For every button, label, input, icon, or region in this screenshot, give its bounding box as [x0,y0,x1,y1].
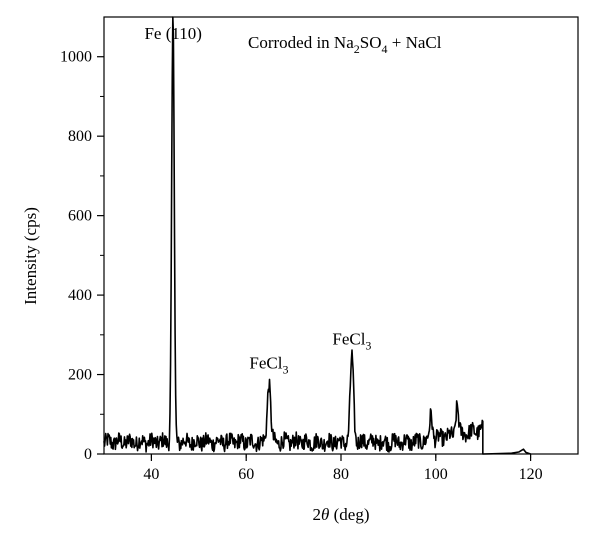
annotation-fecl3-65-base: FeCl [249,353,282,372]
y-tick-label-0: 0 [84,446,92,463]
x-tick-label-120: 120 [519,466,543,483]
y-tick-label-200: 200 [68,367,92,384]
legend-part-4: + NaCl [388,33,442,52]
legend-part-1: 2 [354,42,360,56]
annotation-fe110: Fe (110) [144,24,201,43]
labels: Intensity (cps) 2θ (deg) [21,207,369,524]
y-tick-label-400: 400 [68,287,92,304]
x-tick-label-100: 100 [424,466,448,483]
x-axis-label-symbol: θ [321,505,329,524]
annotation-fecl3-65: FeCl3 [249,353,288,376]
y-axis-label: Intensity (cps) [21,207,40,305]
legend-part-3: 4 [382,42,388,56]
x-axis-label-suffix: (deg) [329,505,369,524]
x-tick-label-60: 60 [238,466,254,483]
y-tick-label-1000: 1000 [60,49,92,66]
annotation-fecl3-65-sub: 3 [282,362,288,376]
x-tick-label-40: 40 [143,466,159,483]
annotation-fecl3-82-base: FeCl [332,330,365,349]
annotation-fecl3-82: FeCl3 [332,330,371,353]
legend-part-0: Corroded in Na [248,33,354,52]
legend: Corroded in Na2SO4 + NaCl [248,33,442,56]
x-tick-label-80: 80 [333,466,349,483]
annotation-fecl3-82-sub: 3 [365,339,371,353]
y-tick-label-800: 800 [68,128,92,145]
series [103,16,531,455]
series-line-xrd [103,16,531,455]
legend-caption: Corroded in Na2SO4 + NaCl [248,33,442,56]
y-tick-label-600: 600 [68,208,92,225]
ticks: 40 60 80 100 120 0 200 400 600 800 1000 [60,49,543,483]
legend-part-2: SO [360,33,382,52]
x-axis-label: 2θ (deg) [313,505,370,524]
x-axis-label-prefix: 2 [313,505,322,524]
